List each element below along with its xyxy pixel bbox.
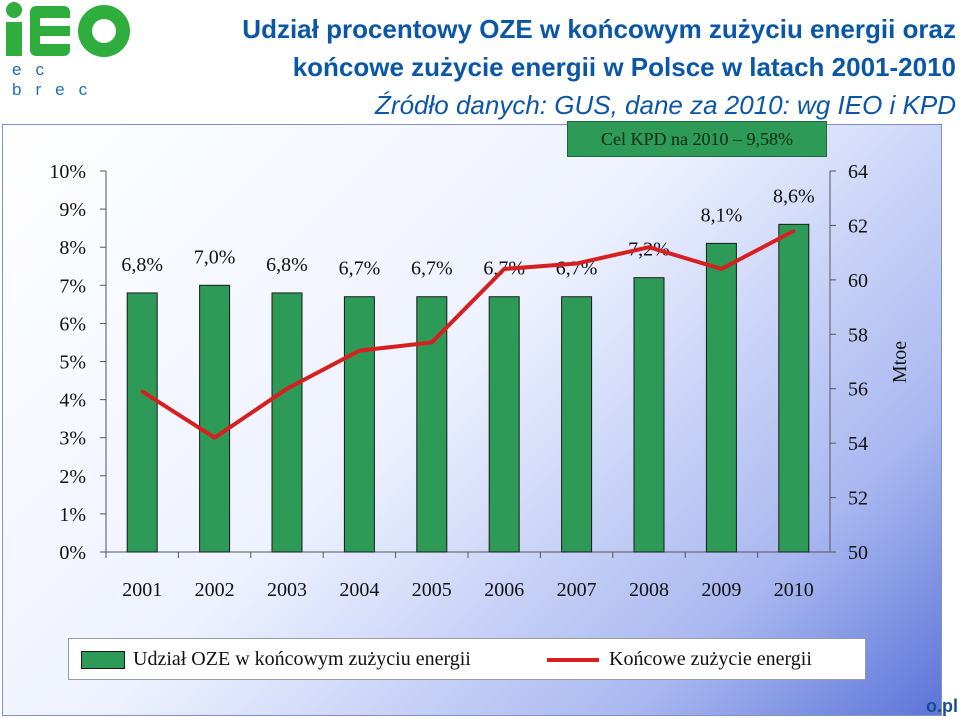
line-point <box>430 340 434 344</box>
line-point <box>357 349 361 353</box>
y-left-tick-label: 0% <box>59 542 86 564</box>
bar-value-label: 6,8% <box>121 254 163 276</box>
bar <box>633 277 665 553</box>
y-left-tick-label: 10% <box>49 161 86 183</box>
line-point <box>502 267 506 271</box>
y-left-tick-label: 3% <box>59 428 86 450</box>
line-point <box>140 389 144 393</box>
x-tick-label: 2008 <box>629 579 669 601</box>
y-left-tick-label: 4% <box>59 390 86 412</box>
y-left-tick-label: 2% <box>59 466 86 488</box>
bar <box>705 242 737 553</box>
line-point <box>213 436 217 440</box>
line-point <box>647 245 651 249</box>
legend-label-bar: Udział OZE w końcowym zużyciu energii <box>133 648 471 670</box>
y-right-tick-label: 64 <box>848 161 868 183</box>
bar <box>126 292 158 553</box>
chart-title-line-2: końcowe zużycie energii w Polsce w latac… <box>292 52 956 82</box>
bar-value-label: 8,1% <box>701 204 743 226</box>
bar <box>488 296 520 553</box>
line-point <box>792 229 796 233</box>
y-left-tick-label: 5% <box>59 352 86 374</box>
y-right-tick-label: 58 <box>848 324 868 346</box>
bar <box>199 284 231 553</box>
bar <box>343 296 375 553</box>
x-tick-label: 2001 <box>122 579 162 601</box>
bar-value-label: 6,8% <box>266 254 308 276</box>
x-tick-label: 2004 <box>339 579 379 601</box>
ieo-logo: ec brec <box>0 0 140 99</box>
y-right-tick-label: 60 <box>848 270 868 292</box>
legend-swatch-line <box>547 658 599 662</box>
chart-source-line: Źródło danych: GUS, dane za 2010: wg IEO… <box>375 90 956 120</box>
y-right-tick-label: 62 <box>848 215 868 237</box>
x-tick-label: 2005 <box>412 579 452 601</box>
ieo-logo-graphic <box>6 2 130 57</box>
bar-value-label: 6,7% <box>339 258 381 280</box>
bar-value-label: 7,0% <box>194 246 236 268</box>
y-left-tick-label: 6% <box>59 313 86 335</box>
bar <box>778 223 810 553</box>
bar-value-label: 6,7% <box>411 258 453 280</box>
bar-value-label: 8,6% <box>773 185 815 207</box>
line-point <box>719 267 723 271</box>
x-tick-label: 2007 <box>557 579 597 601</box>
y-left-tick-label: 1% <box>59 504 86 526</box>
x-tick-label: 2002 <box>195 579 235 601</box>
series-line <box>141 229 795 440</box>
bar <box>561 296 593 553</box>
x-tick-label: 2006 <box>484 579 524 601</box>
x-tick-label: 2010 <box>774 579 814 601</box>
y-right-tick-label: 50 <box>848 542 868 564</box>
legend-label-line: Końcowe zużycie energii <box>609 648 812 670</box>
chart-title-line-1: Udział procentowy OZE w końcowym zużyciu… <box>242 14 956 44</box>
y-right-tick-label: 54 <box>848 433 868 455</box>
y-right-axis-label: Mtoe <box>889 341 911 383</box>
y-right-tick-label: 56 <box>848 379 868 401</box>
chart-legend: Udział OZE w końcowym zużyciu energii Ko… <box>68 638 866 680</box>
legend-swatch-bar <box>81 651 125 669</box>
footer-url: o.pl <box>926 696 958 716</box>
logo-subtitle: ec brec <box>12 60 102 99</box>
x-tick-label: 2009 <box>701 579 741 601</box>
y-left-tick-label: 8% <box>59 237 86 259</box>
bar-value-label: 7,2% <box>628 239 670 261</box>
bar <box>271 292 303 553</box>
y-right-tick-label: 52 <box>848 488 868 510</box>
line-point <box>285 387 289 391</box>
goal-note: Cel KPD na 2010 – 9,58% <box>567 121 827 157</box>
x-tick-label: 2003 <box>267 579 307 601</box>
bar <box>416 296 448 553</box>
y-left-tick-label: 9% <box>59 199 86 221</box>
line-point <box>575 262 579 266</box>
y-left-tick-label: 7% <box>59 275 86 297</box>
